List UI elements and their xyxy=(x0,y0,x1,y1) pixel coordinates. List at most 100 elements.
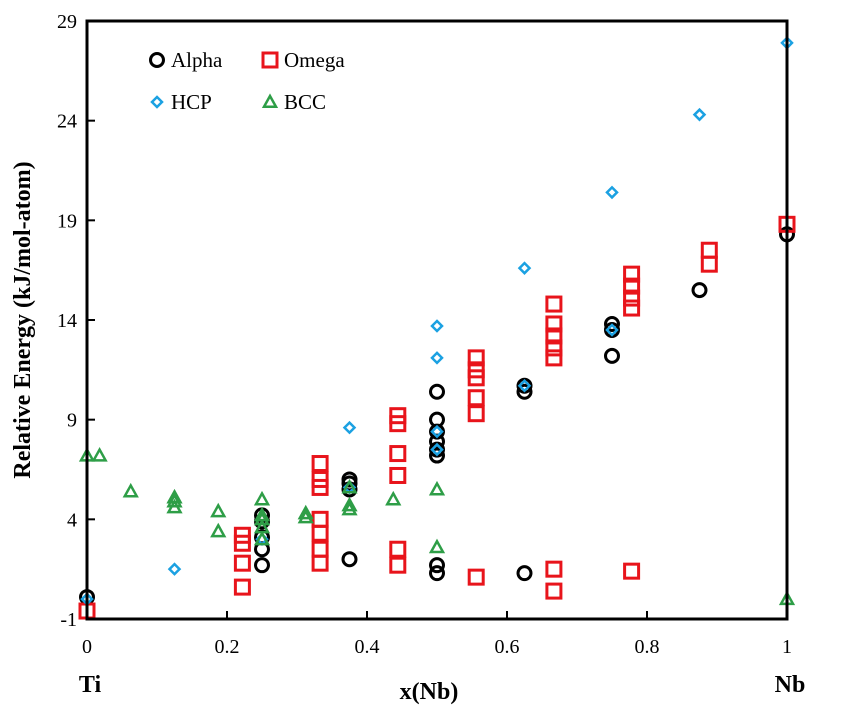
omega-point xyxy=(623,277,641,295)
omega-point xyxy=(700,241,718,259)
bcc-point xyxy=(341,496,358,512)
y-axis-ticks: -1 4 9 14 19 24 29 xyxy=(57,11,95,631)
omega-point xyxy=(233,554,251,572)
bcc-point xyxy=(385,490,402,506)
series-bcc xyxy=(78,446,796,606)
y-axis-title: Relative Energy (kJ/mol-atom) xyxy=(10,161,36,478)
alpha-point xyxy=(254,557,270,574)
omega-point xyxy=(311,510,329,528)
legend-item-omega: Omega xyxy=(261,48,345,72)
legend-triangle-icon xyxy=(261,93,279,109)
legend-item-bcc: BCC xyxy=(261,90,326,114)
hcp-point xyxy=(430,424,444,439)
omega-point xyxy=(233,578,251,596)
bcc-point xyxy=(253,490,271,506)
bcc-point xyxy=(122,482,139,498)
x-tick-label: 0.2 xyxy=(215,636,240,658)
omega-point xyxy=(545,560,563,578)
bcc-point xyxy=(253,518,271,534)
alpha-point xyxy=(516,383,533,400)
bcc-point xyxy=(253,530,271,546)
bcc-point xyxy=(428,480,446,496)
hcp-point xyxy=(430,351,444,365)
bcc-point xyxy=(210,502,227,518)
alpha-point xyxy=(341,551,358,568)
legend-square-icon xyxy=(261,51,279,69)
legend-item-hcp: HCP xyxy=(150,90,212,114)
omega-point xyxy=(545,339,563,357)
omega-point xyxy=(311,470,329,488)
x-axis-left-end-label: Ti xyxy=(79,672,102,698)
alpha-point xyxy=(691,282,708,299)
legend: Alpha Omega HCP BCC xyxy=(149,48,345,114)
x-axis-right-end-label: Nb xyxy=(775,672,806,698)
omega-point xyxy=(389,556,407,574)
x-tick-label: 0 xyxy=(82,636,92,658)
hcp-point xyxy=(605,323,619,337)
bcc-point xyxy=(428,538,446,554)
omega-point xyxy=(389,445,407,463)
omega-point xyxy=(545,315,563,333)
x-axis-title: x(Nb) xyxy=(400,679,459,705)
alpha-point xyxy=(516,565,533,582)
omega-point xyxy=(467,389,485,407)
bcc-point xyxy=(253,506,271,522)
y-tick-label: 9 xyxy=(67,410,77,432)
omega-point xyxy=(623,562,641,580)
omega-point xyxy=(467,361,485,379)
omega-point xyxy=(700,255,718,273)
plot-area-frame xyxy=(85,19,789,621)
y-tick-label: 24 xyxy=(57,111,77,133)
alpha-point xyxy=(604,347,620,364)
omega-point xyxy=(623,299,641,317)
omega-point xyxy=(389,540,407,558)
omega-point xyxy=(311,524,329,542)
bcc-point xyxy=(297,508,314,524)
hcp-point xyxy=(430,319,444,333)
series-alpha xyxy=(79,226,795,606)
bcc-point xyxy=(341,500,358,516)
legend-label: Omega xyxy=(284,48,345,72)
hcp-point xyxy=(167,562,182,576)
alpha-point xyxy=(429,383,445,400)
omega-point xyxy=(233,526,251,544)
bcc-point xyxy=(297,504,314,520)
y-tick-label: 4 xyxy=(67,509,77,531)
hcp-point xyxy=(430,442,444,457)
bcc-point xyxy=(341,478,358,494)
x-tick-label: 0.4 xyxy=(355,636,380,658)
omega-point xyxy=(545,295,563,313)
series-omega xyxy=(78,215,796,620)
omega-point xyxy=(389,466,407,484)
x-tick-label: 0.8 xyxy=(635,636,660,658)
omega-point xyxy=(545,327,563,345)
hcp-point xyxy=(342,420,357,435)
y-tick-label: 29 xyxy=(57,11,77,33)
bcc-point xyxy=(210,522,227,538)
omega-point xyxy=(467,405,485,423)
alpha-point xyxy=(429,565,445,582)
series-hcp xyxy=(80,36,794,606)
data-markers xyxy=(78,36,796,620)
alpha-point xyxy=(604,315,620,332)
alpha-point xyxy=(429,557,445,574)
bcc-point xyxy=(166,492,183,508)
legend-item-alpha: Alpha xyxy=(149,48,223,72)
x-tick-label: 0.6 xyxy=(495,636,520,658)
hcp-point xyxy=(517,261,532,275)
legend-label: HCP xyxy=(171,90,212,114)
omega-point xyxy=(389,407,407,425)
legend-circle-icon xyxy=(149,52,165,68)
omega-point xyxy=(545,582,563,600)
legend-label: Alpha xyxy=(171,48,223,72)
hcp-point xyxy=(517,379,532,393)
hcp-point xyxy=(605,185,619,200)
omega-point xyxy=(467,349,485,367)
bcc-point xyxy=(91,446,108,462)
omega-point xyxy=(623,265,641,283)
alpha-point xyxy=(341,471,358,488)
omega-point xyxy=(311,455,329,473)
legend-diamond-icon xyxy=(150,95,164,109)
bcc-point xyxy=(253,510,271,526)
